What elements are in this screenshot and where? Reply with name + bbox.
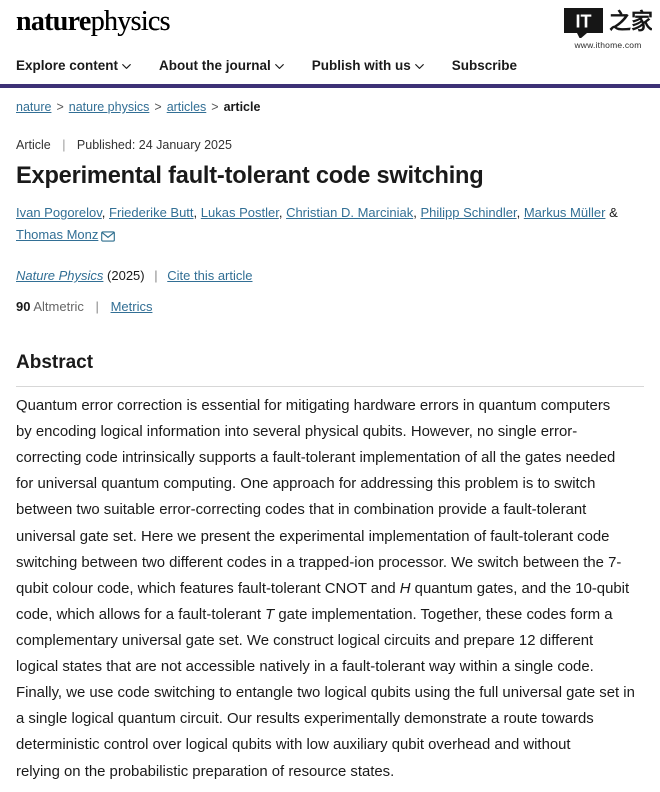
svg-text:IT: IT bbox=[576, 12, 592, 32]
svg-text:之家: 之家 bbox=[609, 9, 652, 34]
